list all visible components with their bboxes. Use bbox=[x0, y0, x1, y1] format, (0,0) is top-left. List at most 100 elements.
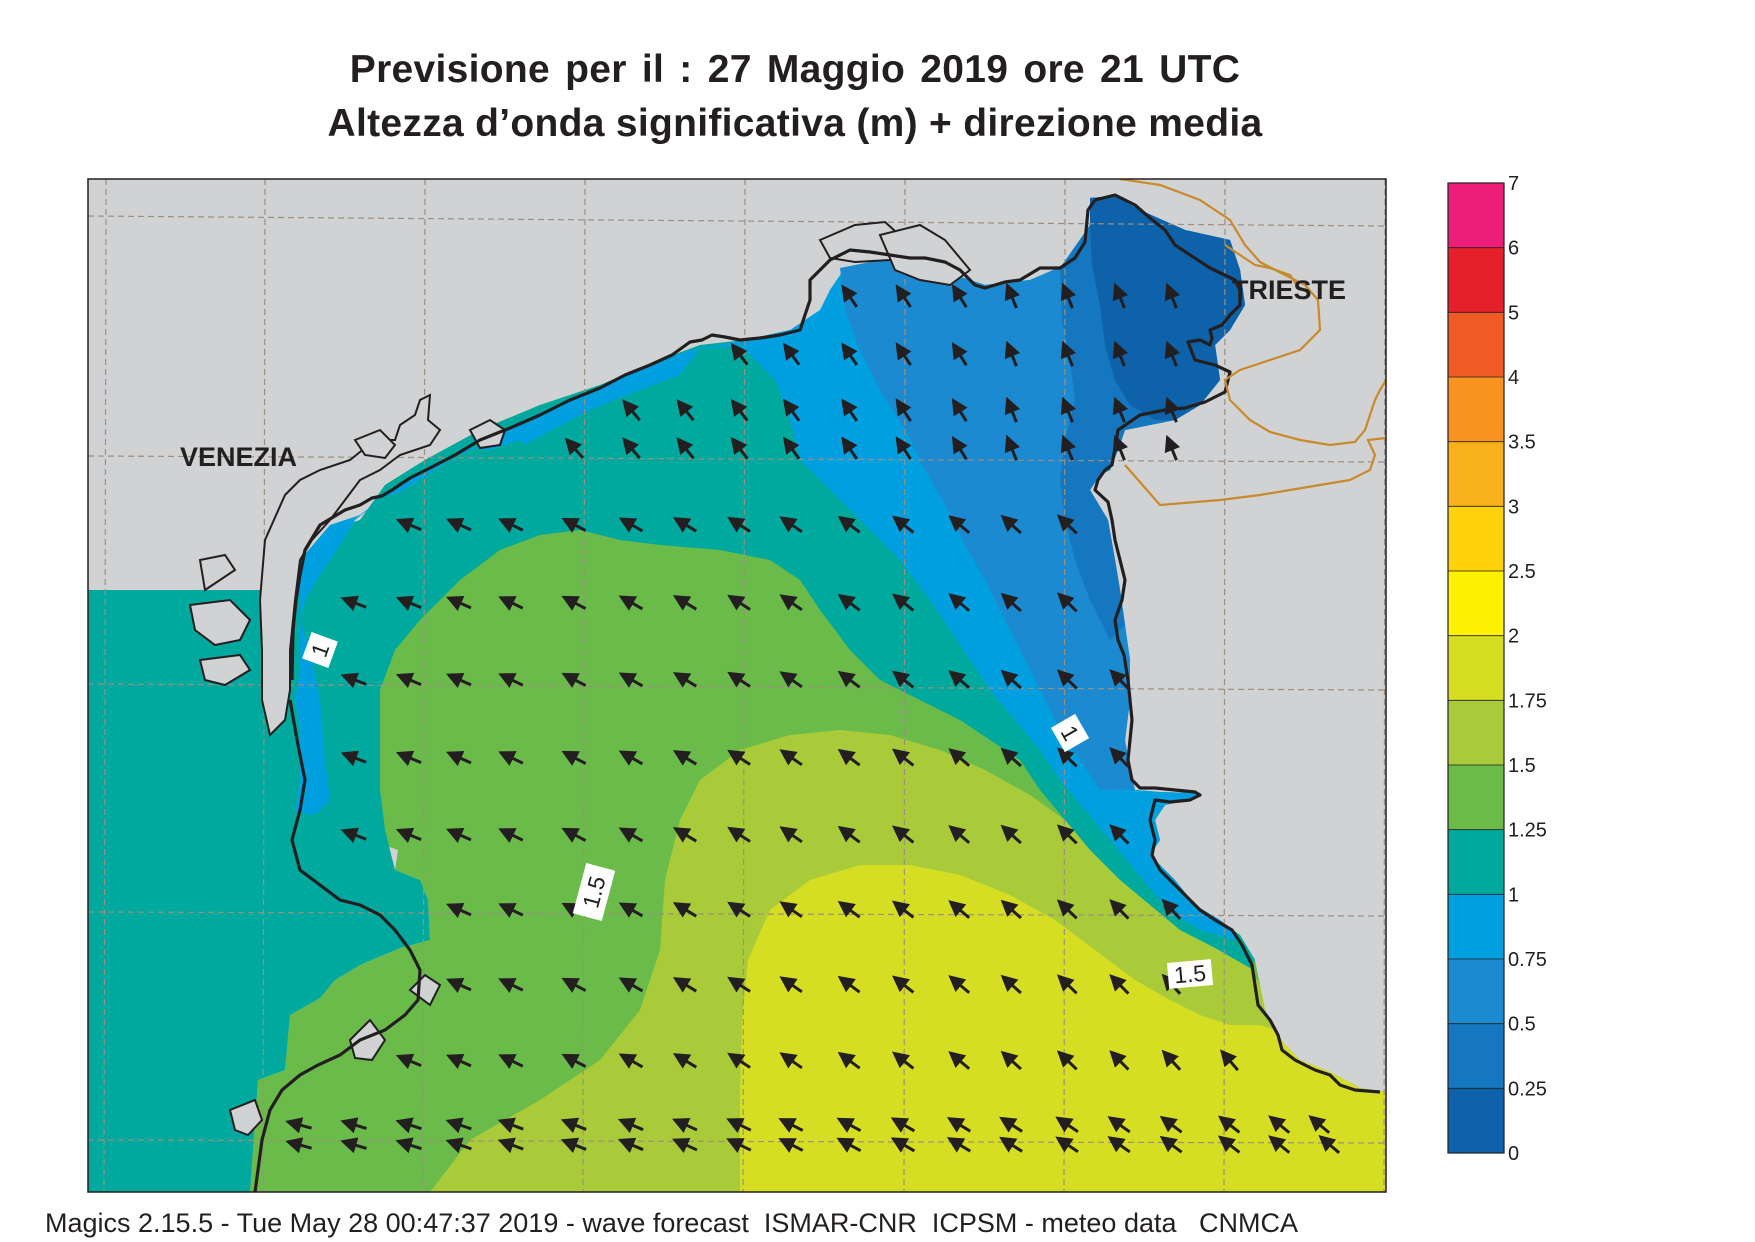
coastline-west bbox=[253, 699, 422, 1192]
wave-direction-arrow bbox=[340, 1137, 367, 1154]
wave-direction-arrow bbox=[946, 1117, 972, 1133]
wave-direction-arrow bbox=[672, 1137, 698, 1154]
wave-direction-arrow bbox=[1056, 514, 1078, 535]
wave-direction-arrow bbox=[676, 399, 695, 422]
wave-direction-arrow bbox=[841, 342, 859, 366]
wave-direction-arrow bbox=[395, 750, 422, 767]
wave-direction-arrow bbox=[951, 398, 968, 422]
wave-direction-arrow bbox=[837, 670, 861, 689]
wave-direction-arrow bbox=[1000, 899, 1022, 920]
wave-direction-arrow bbox=[618, 595, 644, 611]
wave-direction-arrow bbox=[395, 1053, 422, 1070]
wave-direction-arrow bbox=[1055, 1136, 1079, 1153]
wave-direction-arrow bbox=[498, 596, 524, 611]
wave-direction-arrow bbox=[1159, 1135, 1183, 1154]
wave-direction-arrow bbox=[726, 1138, 752, 1153]
wave-direction-arrow bbox=[446, 1053, 472, 1070]
wave-direction-arrow bbox=[891, 975, 915, 994]
wave-direction-arrow bbox=[1164, 396, 1181, 423]
wave-direction-arrow bbox=[617, 1117, 644, 1134]
wave-direction-arrow bbox=[1056, 974, 1078, 995]
wave-direction-arrow bbox=[1112, 340, 1129, 367]
wave-direction-arrow bbox=[778, 1138, 804, 1153]
legend-label: 1.75 bbox=[1508, 690, 1547, 712]
wave-direction-arrow bbox=[841, 284, 859, 308]
legend-label: 4 bbox=[1508, 367, 1519, 389]
wave-direction-arrow bbox=[837, 748, 861, 767]
wave-direction-arrow bbox=[1056, 899, 1078, 920]
wave-direction-arrow bbox=[395, 1137, 422, 1154]
wave-direction-arrow bbox=[1056, 824, 1078, 845]
wave-direction-arrow bbox=[618, 902, 644, 918]
wave-direction-arrow bbox=[1161, 1049, 1182, 1071]
wave-direction-arrow bbox=[1112, 434, 1129, 461]
wave-direction-arrow bbox=[498, 673, 524, 688]
wave-direction-arrow bbox=[1000, 747, 1022, 768]
legend-swatch bbox=[1448, 183, 1504, 249]
legend-swatch bbox=[1448, 506, 1504, 572]
wave-direction-arrow bbox=[836, 1137, 862, 1153]
wave-direction-arrow bbox=[779, 826, 803, 844]
legend-label: 7 bbox=[1508, 173, 1519, 195]
wave-direction-arrow bbox=[948, 515, 971, 534]
wave-direction-arrow bbox=[727, 976, 751, 993]
wave-direction-arrow bbox=[895, 398, 912, 422]
wave-direction-arrow bbox=[1112, 396, 1129, 423]
legend-swatch bbox=[1448, 571, 1504, 637]
wave-direction-arrow bbox=[446, 595, 472, 612]
wave-direction-arrow bbox=[446, 750, 472, 767]
wave-direction-arrow bbox=[730, 436, 749, 460]
legend-swatch bbox=[1448, 829, 1504, 895]
wave-direction-arrow bbox=[395, 517, 422, 534]
legend-swatch bbox=[1448, 700, 1504, 766]
wave-direction-arrow bbox=[285, 1117, 312, 1134]
legend-label: 3.5 bbox=[1508, 432, 1536, 454]
wave-direction-arrow bbox=[726, 1118, 752, 1133]
wave-direction-arrow bbox=[676, 437, 695, 460]
legend-frame bbox=[1447, 182, 1505, 1154]
wave-direction-arrow bbox=[618, 517, 644, 533]
wave-direction-arrow bbox=[891, 825, 915, 844]
wave-direction-arrow bbox=[446, 977, 472, 994]
wave-direction-arrow bbox=[782, 436, 801, 460]
wave-direction-arrow bbox=[672, 595, 698, 611]
wave-direction-arrow bbox=[782, 342, 801, 366]
wave-direction-arrow bbox=[727, 671, 751, 688]
wave-direction-arrow bbox=[891, 670, 915, 689]
wave-direction-arrow bbox=[727, 901, 751, 918]
wave-direction-arrow bbox=[445, 1137, 472, 1154]
legend-colorbar: 7 6 5 4 3.5 3 2.5 2 1.75 1.5 1.25 1 0.75 0.5 0.25 0 bbox=[1447, 173, 1547, 1165]
wave-direction-arrow bbox=[1107, 1116, 1131, 1134]
wave-direction-arrow bbox=[1000, 974, 1022, 995]
wave-direction-arrow bbox=[618, 750, 644, 766]
wave-direction-arrow bbox=[1056, 592, 1078, 613]
wave-direction-arrow bbox=[1060, 282, 1077, 309]
wave-direction-arrow bbox=[1109, 974, 1130, 995]
wave-direction-arrow bbox=[446, 672, 472, 689]
wave-direction-arrow bbox=[1217, 1135, 1241, 1154]
wave-direction-arrow bbox=[837, 825, 861, 844]
wave-direction-arrow bbox=[1217, 1115, 1241, 1134]
wave-direction-arrow bbox=[498, 1054, 524, 1069]
legend-swatch bbox=[1448, 1088, 1504, 1154]
wave-direction-arrow bbox=[564, 437, 585, 459]
wave-direction-arrow bbox=[891, 900, 915, 919]
wave-direction-arrow bbox=[618, 827, 644, 843]
wave-direction-arrow bbox=[1164, 340, 1181, 367]
legend-label: 2.5 bbox=[1508, 561, 1536, 583]
wave-direction-arrow bbox=[841, 398, 859, 422]
wave-direction-arrow bbox=[561, 595, 587, 611]
wave-direction-arrow bbox=[1109, 669, 1130, 690]
wave-direction-arrow bbox=[895, 342, 912, 366]
wave-direction-arrow bbox=[1060, 340, 1077, 367]
wave-direction-arrow bbox=[779, 594, 803, 612]
wave-direction-arrow bbox=[779, 671, 803, 689]
wave-direction-arrow bbox=[841, 436, 859, 460]
wave-direction-arrow bbox=[622, 399, 641, 422]
map-area: 1 1 1.5 1.5 VENEZIA TRIESTE bbox=[88, 179, 1386, 1192]
national-border bbox=[1119, 179, 1386, 507]
wave-direction-arrow bbox=[1004, 396, 1021, 423]
legend-label: 0.75 bbox=[1508, 949, 1547, 971]
legend-label: 1 bbox=[1508, 884, 1519, 906]
contour-labels: 1 1 1.5 1.5 bbox=[302, 632, 1214, 989]
